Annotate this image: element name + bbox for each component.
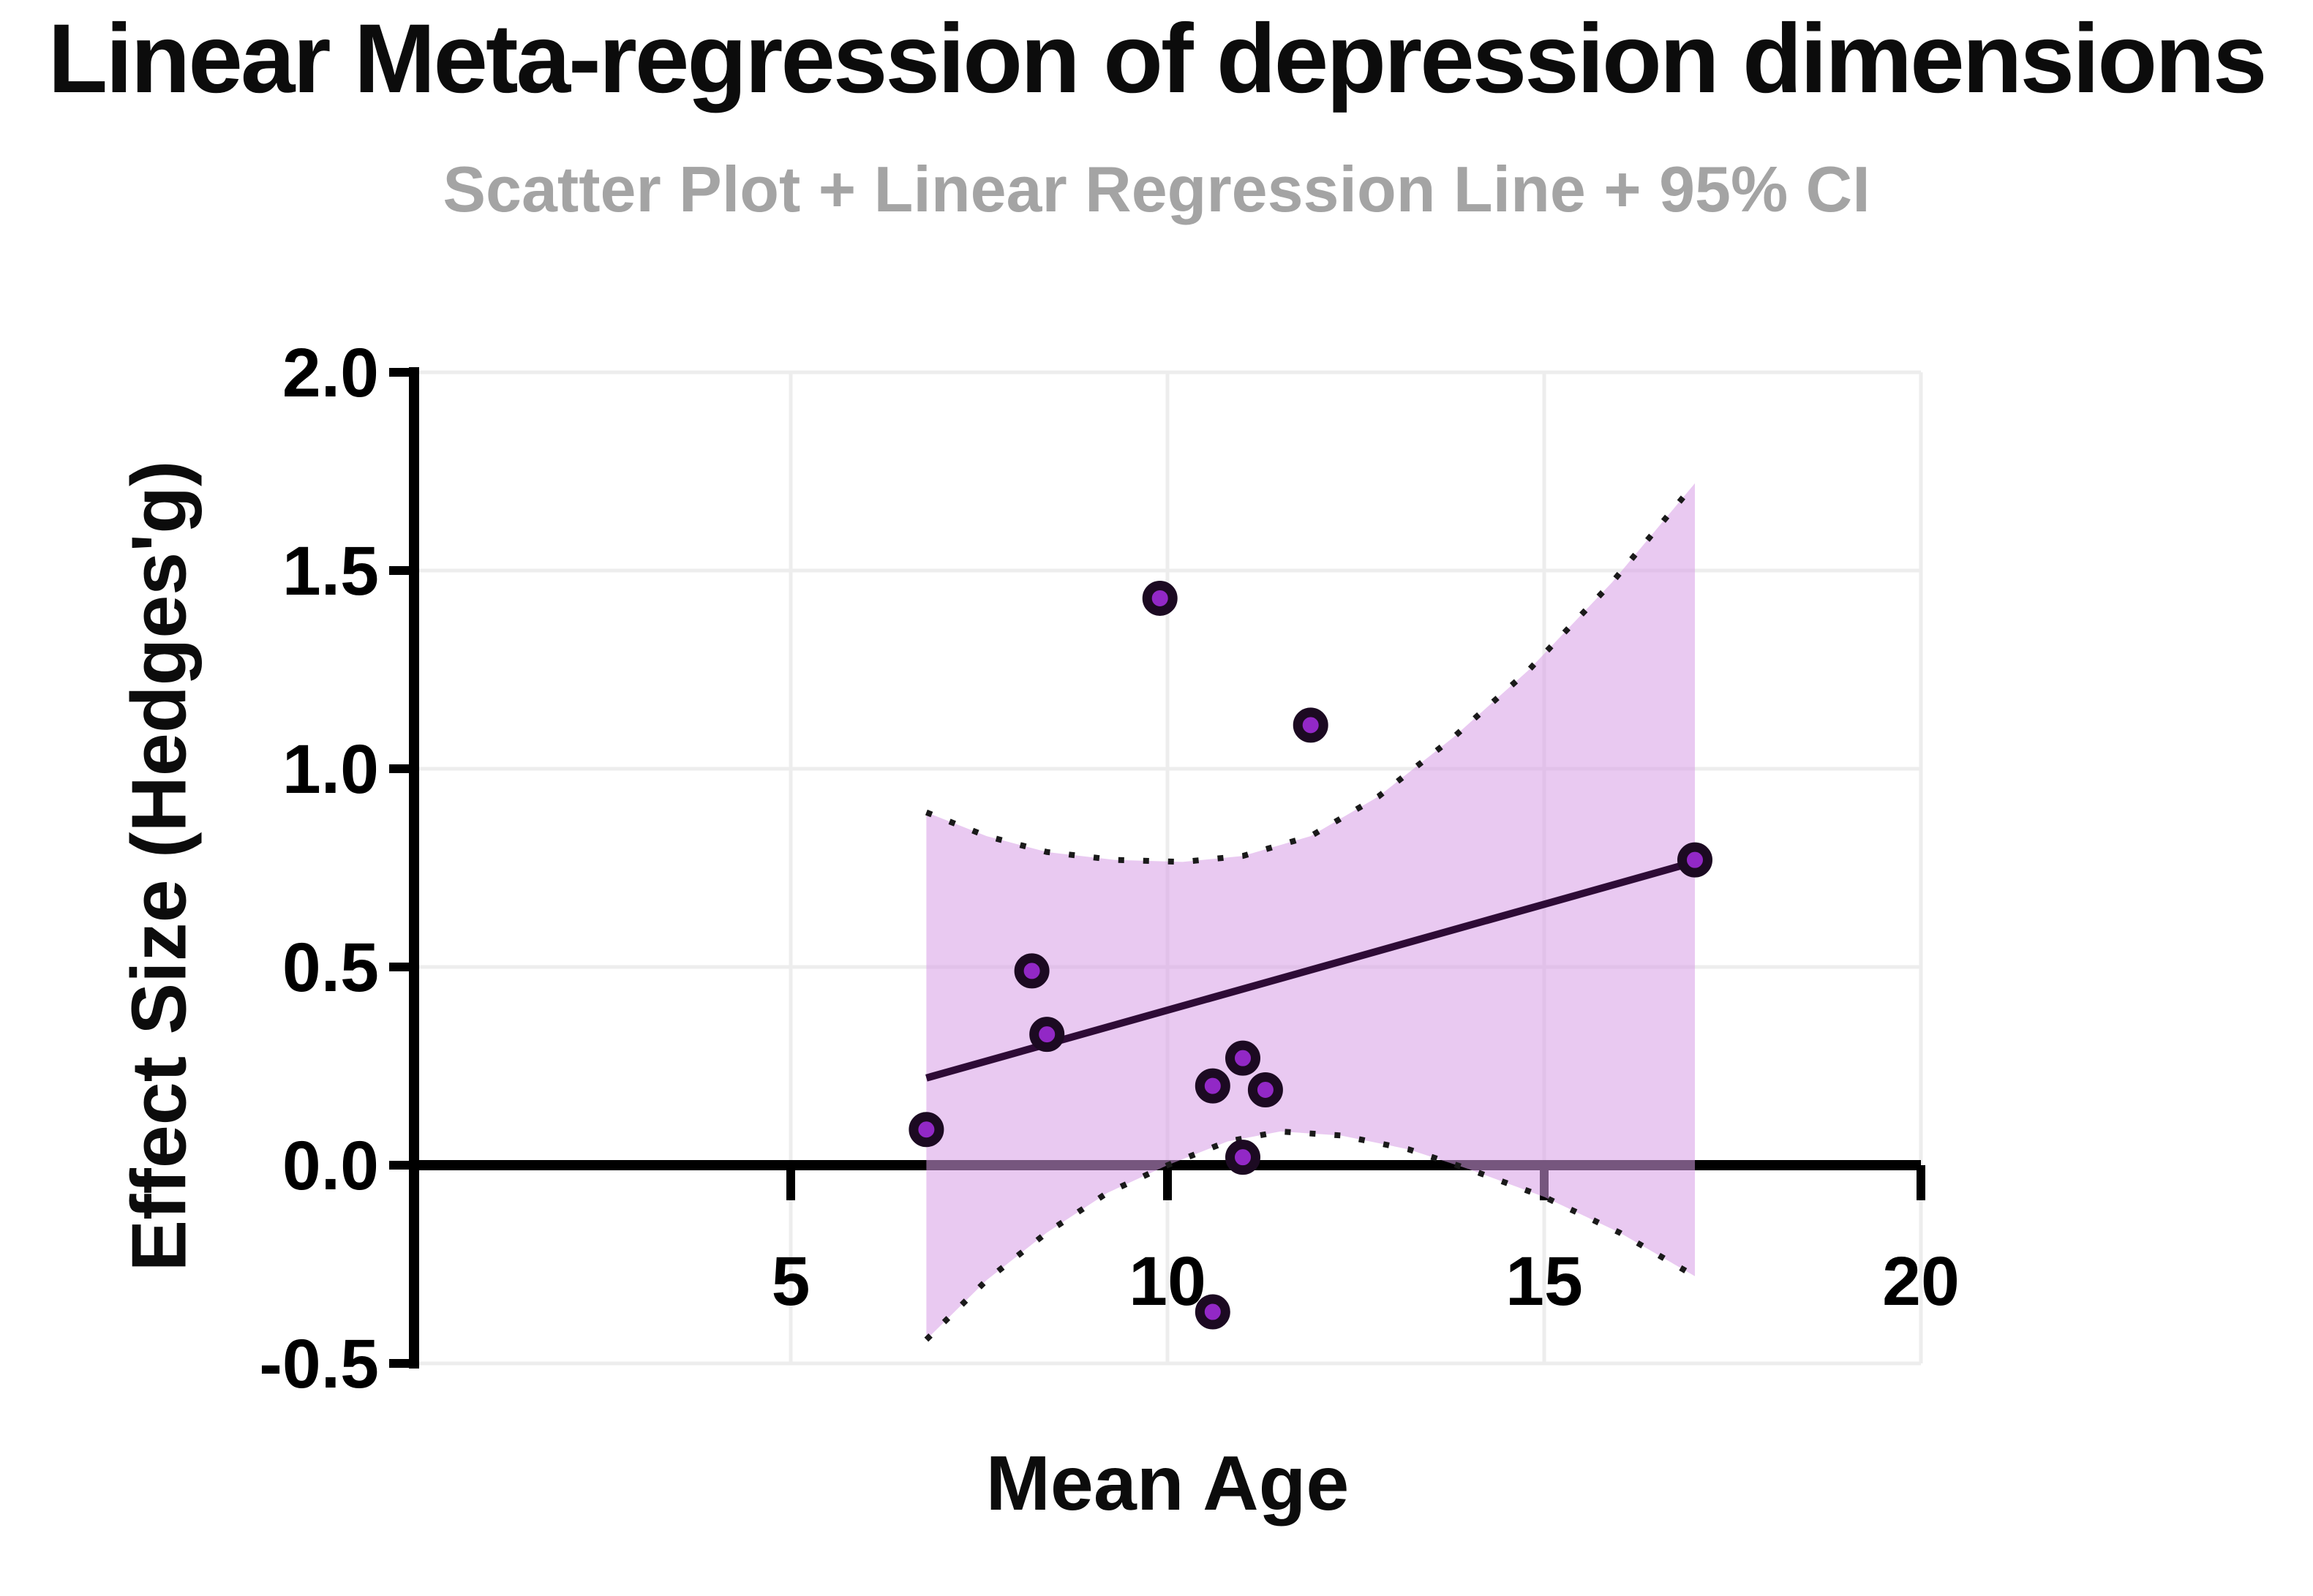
data-point: [909, 1112, 944, 1148]
x-tick-label: 10: [1129, 1243, 1206, 1320]
y-tick-label: 0.5: [282, 929, 379, 1006]
x-axis-title: Mean Age: [985, 1440, 1350, 1527]
y-tick-label: 1.0: [282, 731, 379, 808]
y-tick-label: 0.0: [282, 1127, 379, 1205]
data-point: [1247, 1072, 1283, 1108]
data-point: [1014, 953, 1050, 989]
scatter-points: [909, 580, 1712, 1330]
data-point: [1142, 580, 1178, 616]
y-tick-label: 2.0: [282, 334, 379, 412]
data-point: [1225, 1040, 1260, 1076]
data-point: [1225, 1140, 1260, 1175]
data-point: [1195, 1068, 1230, 1104]
x-tick-label: 15: [1505, 1243, 1583, 1320]
x-tick-label: 5: [772, 1243, 811, 1320]
data-point: [1677, 842, 1712, 878]
ci-band: [926, 483, 1695, 1340]
y-tick-label: 1.5: [282, 532, 379, 610]
x-tick-label: 20: [1882, 1243, 1960, 1320]
y-axis-title: Effect Size (Hedges'g): [116, 460, 203, 1272]
data-point: [1195, 1294, 1230, 1330]
y-tick-label: -0.5: [259, 1325, 379, 1403]
data-point: [1293, 707, 1328, 743]
chart-subtitle: Scatter Plot + Linear Regression Line + …: [443, 153, 1870, 225]
tick-labels: 5 10 15 20 2.0 1.5 1.0 0.5 0.0 -0.5: [259, 334, 1960, 1403]
chart-title: Linear Meta-regression of depression dim…: [48, 4, 2267, 113]
confidence-band: [926, 483, 1695, 1340]
data-point: [1029, 1017, 1065, 1053]
